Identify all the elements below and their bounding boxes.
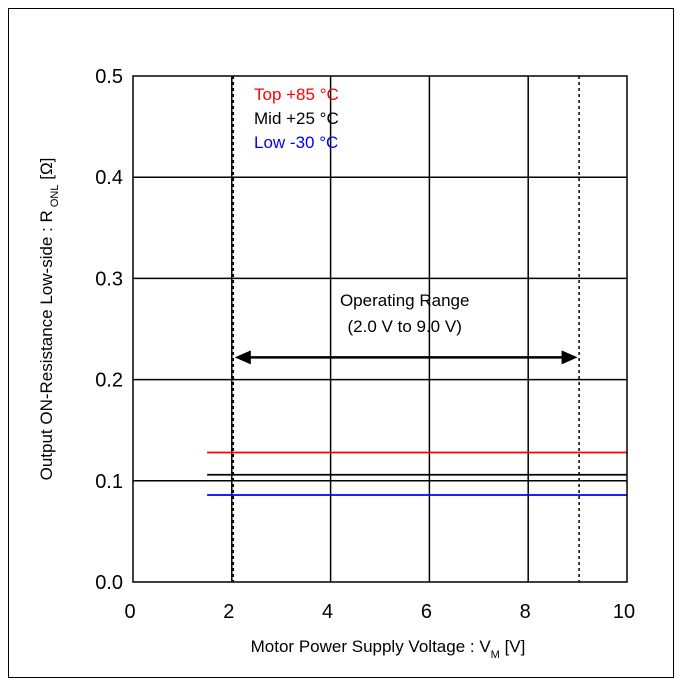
x-axis-label: Motor Power Supply Voltage : VM [V] — [251, 637, 526, 661]
y-tick-label: 0.2 — [95, 370, 123, 392]
y-tick-label: 0.1 — [95, 471, 123, 493]
x-tick-label: 4 — [322, 601, 333, 623]
x-tick-label: 2 — [223, 601, 234, 623]
legend-entry: Top +85 °C — [254, 85, 339, 104]
y-tick-label: 0.3 — [95, 268, 123, 290]
x-tick-label: 10 — [613, 601, 635, 623]
y-tick-label: 0.4 — [95, 167, 123, 189]
legend-entry: Mid +25 °C — [254, 109, 339, 128]
x-tick-label: 0 — [124, 601, 135, 623]
y-tick-label: 0.0 — [95, 572, 123, 594]
series-layer — [207, 451, 627, 496]
x-tick-label: 8 — [520, 601, 531, 623]
y-axis-label: Output ON-Resistance Low-side : R ONL [Ω… — [37, 158, 61, 481]
operating-range-values: (2.0 V to 9.0 V) — [348, 317, 462, 336]
x-tick-labels: 0 2 4 6 8 10 — [124, 601, 635, 623]
grid — [133, 76, 627, 582]
plot-border — [132, 75, 628, 583]
chart-frame — [8, 8, 674, 678]
y-tick-labels: 0.0 0.1 0.2 0.3 0.4 0.5 — [95, 66, 123, 594]
operating-range-lines — [232, 76, 580, 582]
operating-range-annotation: Operating Range (2.0 V to 9.0 V) — [234, 291, 578, 365]
operating-range-title: Operating Range — [340, 291, 469, 310]
legend-entry: Low -30 °C — [254, 133, 338, 152]
y-tick-label: 0.5 — [95, 66, 123, 88]
arrow-head-right — [561, 350, 578, 365]
x-tick-label: 6 — [421, 601, 432, 623]
arrow-head-left — [234, 350, 251, 365]
legend: Top +85 °C Mid +25 °C Low -30 °C — [254, 85, 339, 152]
